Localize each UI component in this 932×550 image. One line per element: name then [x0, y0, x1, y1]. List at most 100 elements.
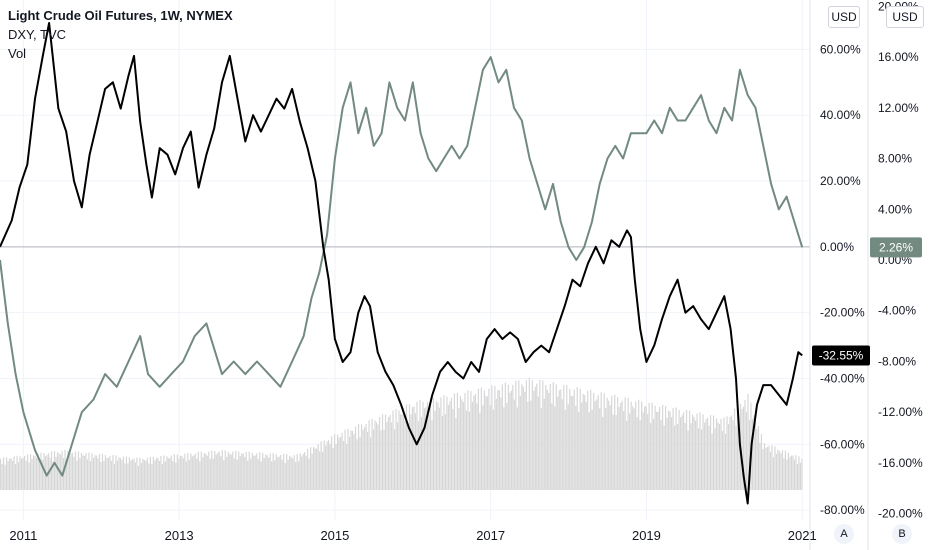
volume-bar [398, 410, 400, 490]
volume-bar [711, 433, 713, 490]
volume-bar [435, 401, 438, 490]
volume-bar [377, 424, 379, 490]
volume-bar [359, 436, 361, 490]
volume-bar [614, 394, 616, 490]
volume-bar [292, 458, 294, 490]
volume-bar [757, 426, 760, 490]
volume-bar [94, 455, 96, 490]
volume-bar [119, 458, 122, 490]
volume-bar [784, 450, 787, 490]
volume-bar [128, 457, 131, 490]
volume-bar [134, 462, 137, 490]
volume-bar [456, 392, 459, 490]
volume-bar [289, 455, 291, 490]
volume-bar [380, 430, 382, 490]
volume-bar [308, 458, 310, 490]
volume-bar [187, 452, 189, 490]
volume-bar [688, 410, 691, 490]
volume-bar [389, 415, 391, 490]
volume-bar [543, 398, 545, 490]
axis-b-tick-label: 8.00% [878, 152, 912, 166]
volume-bar [545, 384, 547, 490]
volume-bar [110, 460, 113, 490]
volume-bar [366, 431, 369, 490]
volume-bar [8, 458, 11, 490]
volume-bar [224, 450, 226, 490]
volume-bar [310, 447, 312, 490]
volume-bar [645, 406, 647, 490]
volume-bar [702, 414, 704, 490]
axis-a-tick-label: -60.00% [820, 437, 865, 451]
series-line-oil[interactable] [0, 22, 803, 505]
volume-bar [799, 462, 802, 490]
volume-bar [19, 456, 21, 490]
volume-bar [720, 418, 722, 490]
volume-bar [536, 383, 538, 490]
volume-bar [425, 407, 427, 490]
volume-bar [145, 460, 147, 490]
volume-bar [621, 400, 623, 490]
volume-bar [323, 440, 325, 490]
volume-bar [211, 450, 213, 490]
volume-bar [91, 453, 93, 490]
x-tick-label: 2021 [788, 528, 817, 543]
volume-bar [245, 451, 247, 490]
volume-bar [723, 417, 725, 490]
series-line-dxy[interactable] [0, 56, 804, 477]
last-value-badge-dxy [870, 237, 922, 258]
volume-bar [322, 451, 324, 490]
volume-bar [462, 402, 465, 490]
scale-b-button[interactable]: B [892, 524, 912, 544]
volume-bar [434, 410, 436, 490]
volume-bar [107, 457, 110, 490]
volume-bar [578, 411, 580, 490]
volume-bar [235, 450, 237, 490]
volume-bar [572, 396, 574, 490]
volume-bar [665, 406, 667, 490]
volume-bar [250, 458, 252, 490]
volume-bar [378, 417, 381, 490]
volume-bar [161, 463, 163, 490]
volume-bar [624, 397, 626, 490]
volume-bar [632, 406, 634, 490]
volume-bar [311, 453, 313, 490]
unit-button-b[interactable]: USD [886, 6, 924, 28]
volume-bar [515, 380, 517, 490]
volume-bar [751, 418, 754, 490]
volume-bar [73, 456, 75, 490]
volume-bar [558, 390, 560, 490]
volume-bar [188, 459, 190, 490]
volume-bar [636, 417, 638, 490]
volume-bar [715, 418, 718, 490]
volume-bar [77, 451, 80, 490]
volume-bar [524, 391, 526, 490]
legend-title[interactable]: Light Crude Oil Futures, 1W, NYMEX [8, 8, 233, 23]
axis-b-tick-label: -16.00% [878, 456, 923, 470]
volume-bar [491, 385, 493, 490]
volume-bar [155, 458, 157, 490]
volume-bar [662, 404, 664, 490]
unit-button-a[interactable]: USD [828, 6, 860, 28]
volume-bar [46, 454, 48, 490]
volume-bar [362, 429, 364, 490]
volume-bar [7, 461, 9, 490]
axis-a-tick-label: 60.00% [820, 42, 861, 56]
volume-bar [335, 443, 337, 490]
legend-volume[interactable]: Vol [8, 46, 27, 61]
legend-secondary-symbol[interactable]: DXY, TVC [8, 27, 67, 42]
volume-bar [429, 398, 432, 490]
axis-b-ticks: 20.00%16.00%12.00%8.00%4.00%0.00%-4.00%-… [878, 0, 923, 521]
scale-a-button[interactable]: A [834, 524, 854, 544]
volume-bar [467, 390, 469, 490]
volume-bar [775, 453, 778, 490]
volume-bar [185, 461, 187, 490]
volume-bar [281, 459, 283, 490]
volume-bar [329, 444, 331, 490]
volume-bar [525, 380, 527, 490]
volume-bar [146, 457, 148, 490]
volume-bar [179, 455, 181, 490]
volume-bar [193, 455, 195, 490]
volume-bar [733, 408, 736, 490]
x-tick-label: 2011 [9, 528, 37, 543]
volume-bar [399, 414, 402, 490]
